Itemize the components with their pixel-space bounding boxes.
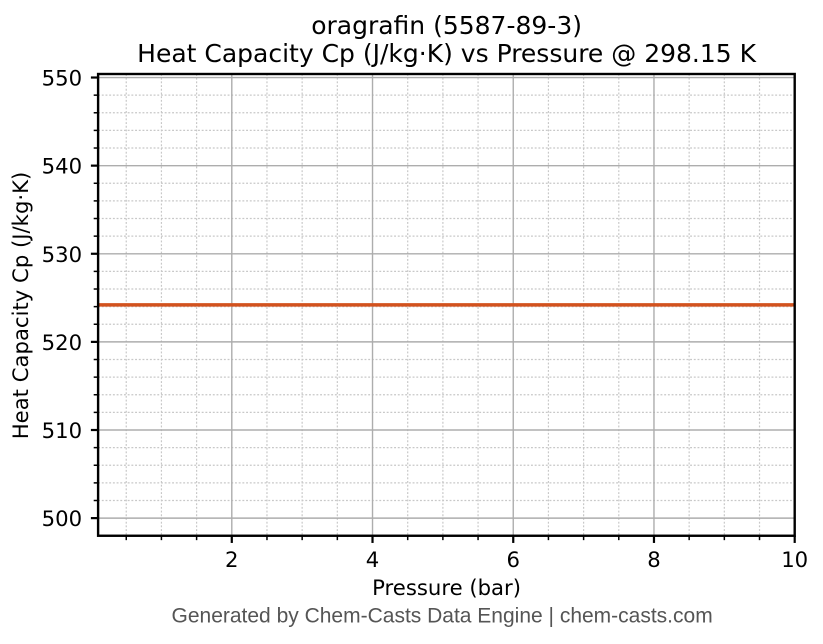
chart-subtitle: Heat Capacity Cp (J/kg·K) vs Pressure @ … [137, 39, 756, 68]
y-tick-label: 520 [42, 330, 82, 355]
y-tick-label: 530 [42, 242, 82, 267]
y-tick-label: 540 [42, 154, 82, 179]
y-tick-label: 500 [42, 506, 82, 531]
x-tick-label: 4 [366, 547, 379, 572]
chart-title: oragrafin (5587-89-3) [311, 11, 582, 40]
y-axis-label: Heat Capacity Cp (J/kg·K) [8, 172, 33, 440]
y-tick-label: 550 [42, 66, 82, 91]
plot-border [96, 72, 796, 537]
axis-tick-labels: 2 4 6 8 10 500 510 520 530 540 550 [42, 66, 809, 572]
x-axis-label: Pressure (bar) [372, 575, 521, 600]
x-tick-label: 10 [781, 547, 808, 572]
x-tick-label: 2 [225, 547, 238, 572]
x-tick-label: 8 [647, 547, 660, 572]
y-tick-label: 510 [42, 418, 82, 443]
footer-credit: Generated by Chem-Casts Data Engine | ch… [172, 604, 713, 627]
x-tick-label: 6 [507, 547, 520, 572]
axis-ticks [90, 76, 796, 543]
